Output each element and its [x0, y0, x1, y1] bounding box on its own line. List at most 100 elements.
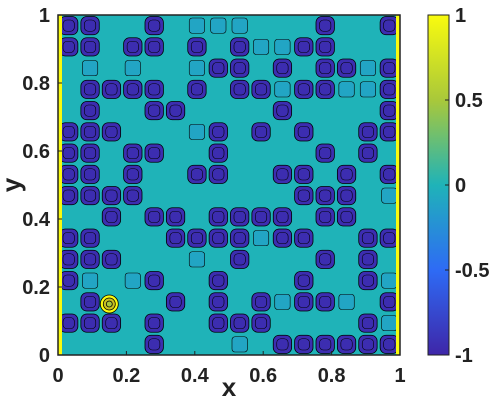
- low-region: [358, 143, 378, 163]
- contour-line: [62, 147, 75, 160]
- contour-line: [319, 295, 332, 308]
- field-cells: [59, 16, 399, 354]
- contour-line: [124, 272, 141, 289]
- contour-line: [231, 336, 248, 353]
- contour-line: [84, 125, 97, 138]
- low-region: [336, 334, 357, 354]
- contour-line: [231, 17, 248, 34]
- contour-line: [62, 253, 75, 266]
- contour-line: [169, 210, 182, 223]
- low-region: [294, 122, 314, 142]
- colorbar-tick-label: 0: [455, 175, 466, 197]
- low-region: [144, 313, 164, 333]
- low-region: [59, 313, 79, 333]
- x-tick-label: 0.4: [181, 365, 210, 387]
- y-tick-label: 0: [39, 345, 50, 367]
- low-region: [379, 228, 399, 248]
- low-region: [59, 249, 79, 269]
- contour-line: [340, 338, 353, 351]
- contour-line: [82, 60, 99, 77]
- contour-line: [105, 317, 118, 330]
- contour-line: [169, 104, 182, 117]
- y-tick-label: 1: [39, 5, 50, 27]
- contour-line: [361, 232, 374, 245]
- peak-marker: [99, 294, 119, 314]
- low-region: [165, 292, 186, 312]
- contour-line: [148, 338, 161, 351]
- contour-line: [126, 147, 139, 160]
- contour-line: [319, 338, 332, 351]
- x-axis: 0 0.2 0.4 0.6 0.8 1: [52, 351, 406, 387]
- plot-frame: [57, 14, 401, 356]
- contour-line: [340, 168, 353, 181]
- low-region: [230, 228, 250, 248]
- x-tick-label: 1: [394, 365, 405, 387]
- low-region: [230, 207, 250, 227]
- low-region: [379, 122, 399, 142]
- contour-line: [62, 189, 75, 202]
- low-region: [379, 79, 399, 99]
- low-region: [59, 186, 79, 206]
- contour-line: [381, 187, 398, 204]
- low-region: [101, 79, 122, 99]
- contour-line: [212, 317, 225, 330]
- low-region: [208, 292, 228, 312]
- contour-line: [276, 62, 289, 75]
- contour-line: [148, 40, 161, 53]
- low-region: [294, 334, 314, 354]
- contour-line: [126, 189, 139, 202]
- low-region: [230, 249, 250, 269]
- low-region: [315, 37, 335, 57]
- contour-line: [276, 210, 289, 223]
- contour-line: [319, 147, 332, 160]
- contour-line: [188, 60, 205, 77]
- low-region: [80, 79, 100, 99]
- contour-line: [188, 123, 205, 140]
- contour-line: [169, 232, 182, 245]
- low-region: [251, 207, 271, 227]
- low-region: [123, 186, 143, 206]
- low-region: [80, 122, 100, 142]
- contour-line: [361, 147, 374, 160]
- low-region: [315, 207, 335, 227]
- contour-line: [62, 125, 75, 138]
- low-region: [251, 122, 271, 142]
- low-region: [315, 334, 335, 354]
- contour-line: [105, 189, 118, 202]
- contour-line: [62, 317, 75, 330]
- x-tick-label: 0.8: [318, 365, 346, 387]
- low-region: [272, 101, 293, 121]
- contour-line: [255, 125, 268, 138]
- contour-line: [297, 338, 310, 351]
- contour-line: [190, 40, 203, 53]
- contour-line: [274, 38, 291, 55]
- contour-line: [381, 315, 398, 332]
- contour-line: [84, 317, 97, 330]
- contour-line: [82, 272, 99, 289]
- low-region: [144, 37, 164, 57]
- low-region: [123, 37, 143, 57]
- contour-line: [84, 253, 97, 266]
- low-region: [187, 228, 207, 248]
- contour-line: [253, 230, 270, 247]
- contour-line: [276, 338, 289, 351]
- low-region: [80, 186, 100, 206]
- peak-ring: [105, 300, 113, 308]
- contour-line: [124, 60, 141, 77]
- contour-line: [383, 19, 396, 32]
- low-region: [294, 37, 314, 57]
- contour-line: [84, 168, 97, 181]
- x-tick-label: 0: [52, 365, 63, 387]
- contour-line: [383, 125, 396, 138]
- contour-line: [212, 232, 225, 245]
- low-region: [379, 101, 399, 121]
- contour-line: [319, 253, 332, 266]
- x-tick-label: 0.6: [249, 365, 277, 387]
- contour-line: [62, 232, 75, 245]
- contour-line: [233, 62, 246, 75]
- low-region: [230, 58, 250, 78]
- low-region: [59, 271, 79, 291]
- low-region: [294, 164, 314, 184]
- contour-line: [361, 274, 374, 287]
- contour-line: [84, 104, 97, 117]
